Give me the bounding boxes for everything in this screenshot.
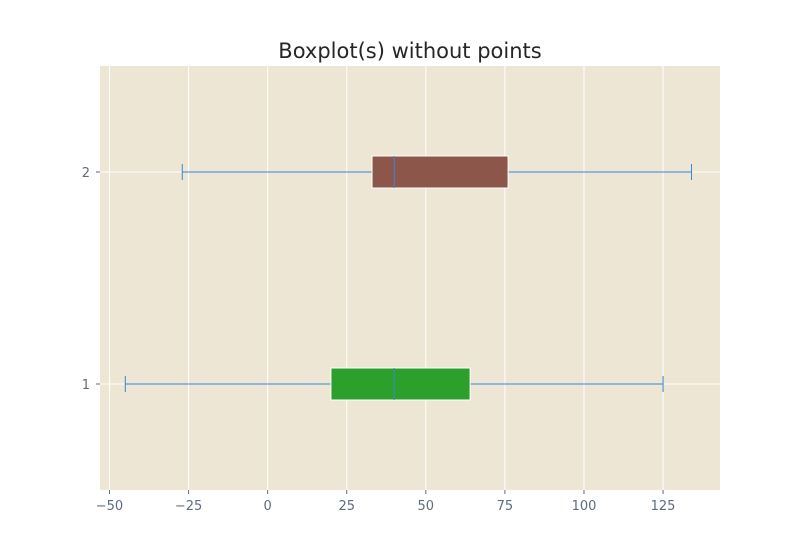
chart-title: Boxplot(s) without points [278, 39, 541, 63]
x-axis-ticks: −50 −25 0 25 50 75 100 125 [96, 490, 676, 514]
plot-background [100, 66, 720, 490]
x-tick-label: −50 [96, 499, 123, 514]
box-1 [124, 367, 664, 401]
x-tick-label: 125 [651, 499, 676, 514]
x-tick-label: −25 [175, 499, 202, 514]
x-tick-label: 25 [338, 499, 355, 514]
x-tick-label: 50 [418, 499, 435, 514]
box-2 [181, 155, 693, 189]
box-iqr [371, 155, 509, 189]
box-iqr [330, 367, 471, 401]
x-tick-label: 75 [497, 499, 514, 514]
boxplot-series [124, 155, 693, 401]
y-tick-label: 2 [82, 166, 90, 181]
y-tick-label: 1 [82, 378, 90, 393]
y-axis-ticks: 12 [82, 166, 100, 393]
x-tick-label: 100 [572, 499, 597, 514]
x-tick-label: 0 [264, 499, 272, 514]
